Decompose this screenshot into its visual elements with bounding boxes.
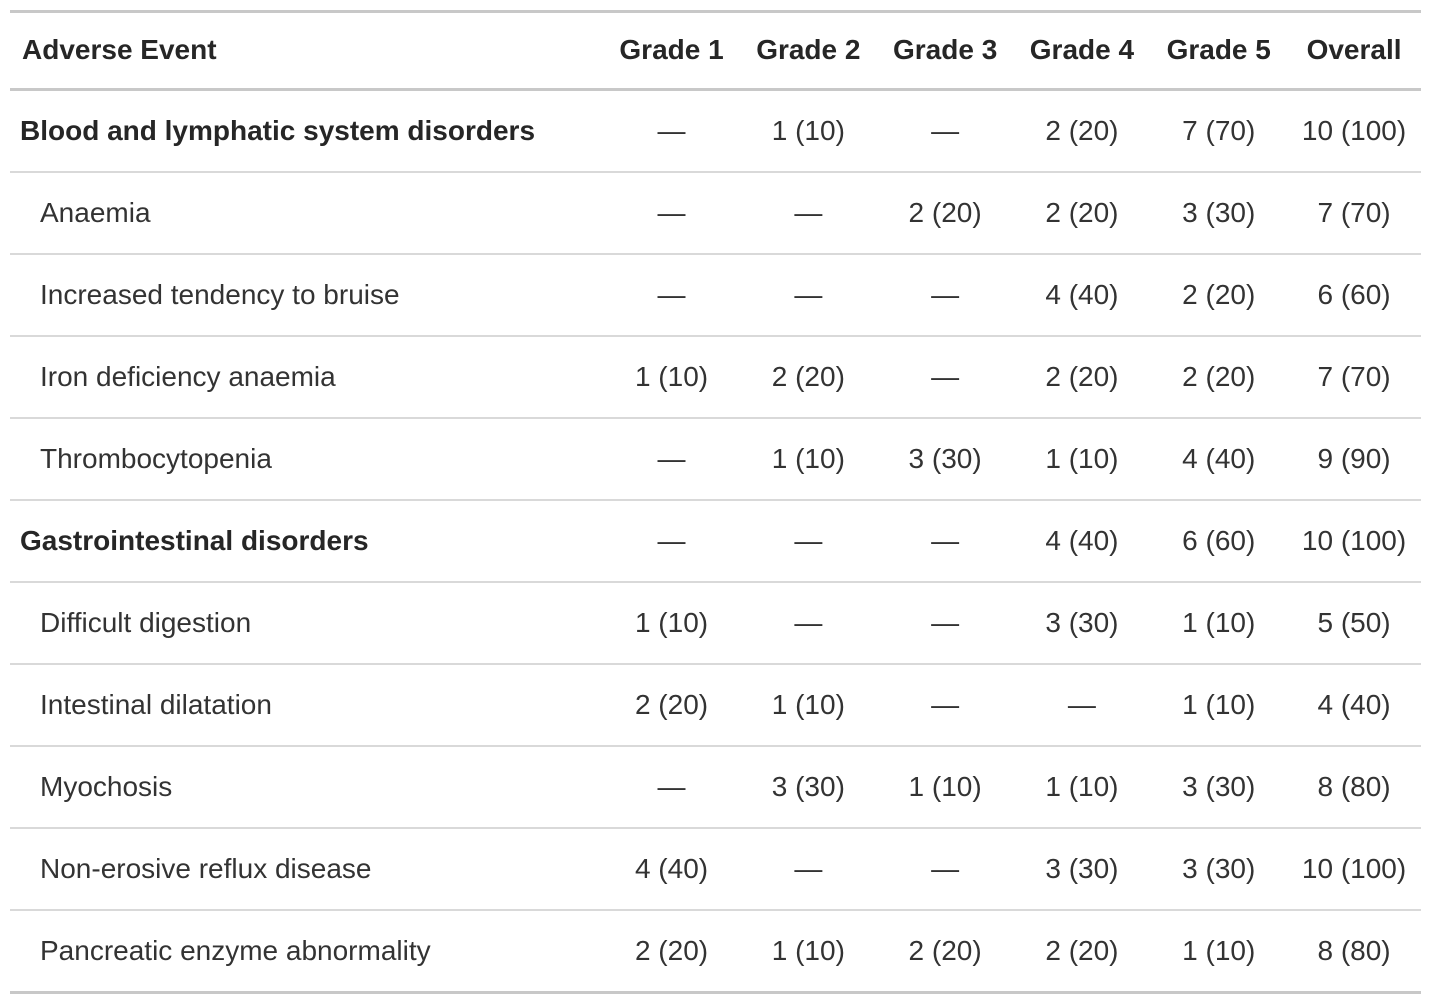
cell-value: 6 (60) — [1287, 253, 1421, 336]
cell-value: 4 (40) — [1150, 417, 1288, 500]
cell-value: 2 (20) — [1013, 171, 1151, 254]
cell-value: — — [739, 499, 877, 582]
cell-value: 1 (10) — [739, 663, 877, 746]
row-label: Difficult digestion — [10, 581, 604, 664]
table-row: Difficult digestion 1 (10) — —3 (30) 1 (10) 5… — [10, 581, 1421, 664]
table-row: Iron deficiency anaemia 1 (10) 2 (20) —2 (2… — [10, 335, 1421, 418]
cell-value: 4 (40) — [603, 827, 740, 910]
row-label: Iron deficiency anaemia — [10, 335, 604, 418]
cell-value: 10 (100) — [1301, 115, 1407, 146]
table-row: Pancreatic enzyme abnormality 2 (20) 1 (10… — [10, 909, 1421, 993]
cell-value: 8 (80) — [1287, 745, 1421, 828]
cell-value: — — [1013, 663, 1151, 746]
cell-value: 6 (60) — [1150, 499, 1288, 582]
cell-value: 2 (20) — [1013, 335, 1151, 418]
column-header-col6: Overall — [1287, 11, 1421, 91]
cell-value: — — [876, 335, 1014, 418]
table-row: Non-erosive reflux disease 4 (40) — —3 (30)… — [10, 827, 1421, 910]
cell-value: 3 (30) — [1150, 827, 1288, 910]
cell-value: 1 (10) — [739, 909, 877, 993]
cell-value: 8 (80) — [1287, 909, 1421, 993]
cell-value: — — [739, 171, 877, 254]
column-header-col4: Grade 4 — [1013, 11, 1151, 91]
table-group-row: Gastrointestinal disorders — — —4 (40) 6 (60… — [10, 499, 1421, 582]
column-header-col5: Grade 5 — [1150, 11, 1288, 91]
adverse-events-table: Adverse Event Grade 1 Grade 2 Grade 3 Grade … — [10, 10, 1421, 994]
row-label: Thrombocytopenia — [10, 417, 604, 500]
page: Adverse Event Grade 1 Grade 2 Grade 3 Grade … — [10, 10, 1421, 994]
table-row: Increased tendency to bruise — — —4 (40) 2 (… — [10, 253, 1421, 336]
cell-value: 1 (10) — [739, 417, 877, 500]
cell-value: — — [876, 581, 1014, 664]
cell-value: 2 (20) — [739, 335, 877, 418]
table-row: Anaemia — —2 (20) 2 (20) 3 (30) 7 (70) — [10, 171, 1421, 254]
cell-value: 1 (10) — [1150, 663, 1288, 746]
row-label: Increased tendency to bruise — [10, 253, 604, 336]
cell-value: — — [931, 115, 960, 146]
cell-value: 1 (10) — [1013, 745, 1151, 828]
column-header-adverse-event: Adverse Event — [10, 11, 604, 91]
cell-value: 4 (40) — [1287, 663, 1421, 746]
cell-value: 2 (20) — [876, 171, 1014, 254]
table-header-row: Adverse Event Grade 1 Grade 2 Grade 3 Grade … — [10, 11, 1421, 91]
cell-value: 1 (10) — [1150, 909, 1288, 993]
cell-value: — — [876, 499, 1014, 582]
cell-value: — — [603, 745, 740, 828]
cell-value: 1 (10) — [603, 581, 740, 664]
cell-value: — — [657, 115, 686, 146]
cell-value: 4 (40) — [1013, 253, 1151, 336]
row-label: Blood and lymphatic system disorders — [20, 115, 536, 146]
table-row: Intestinal dilatation 2 (20) 1 (10) — —1 (10… — [10, 663, 1421, 746]
cell-value: 2 (20) — [1045, 115, 1119, 146]
cell-value: — — [603, 171, 740, 254]
cell-value: 9 (90) — [1287, 417, 1421, 500]
cell-value: 1 (10) — [1013, 417, 1151, 500]
column-header-col2: Grade 2 — [739, 11, 877, 91]
cell-value: 3 (30) — [1013, 827, 1151, 910]
cell-value: 3 (30) — [876, 417, 1014, 500]
cell-value: 3 (30) — [1150, 171, 1288, 254]
cell-value: 5 (50) — [1287, 581, 1421, 664]
cell-value: 2 (20) — [1013, 909, 1151, 993]
cell-value: 3 (30) — [739, 745, 877, 828]
cell-value: 1 (10) — [876, 745, 1014, 828]
table-row: Thrombocytopenia —1 (10) 3 (30) 1 (10) 4 (40… — [10, 417, 1421, 500]
row-label: Intestinal dilatation — [10, 663, 604, 746]
cell-value: — — [739, 581, 877, 664]
cell-value: — — [876, 827, 1014, 910]
column-header-col3: Grade 3 — [876, 11, 1014, 91]
cell-value: 1 (10) — [771, 115, 845, 146]
cell-value: 7 (70) — [1182, 115, 1256, 146]
cell-value: 7 (70) — [1287, 171, 1421, 254]
cell-value: — — [876, 663, 1014, 746]
cell-value: — — [876, 253, 1014, 336]
table-group-row: Blood and lymphatic system disorders — 1 (… — [10, 90, 1421, 173]
column-header-col1: Grade 1 — [603, 11, 740, 91]
cell-value: 3 (30) — [1150, 745, 1288, 828]
cell-value: 10 (100) — [1287, 827, 1421, 910]
cell-value: 4 (40) — [1013, 499, 1151, 582]
cell-value: 2 (20) — [1150, 335, 1288, 418]
cell-value: 7 (70) — [1287, 335, 1421, 418]
cell-value: 2 (20) — [876, 909, 1014, 993]
cell-value: — — [603, 499, 740, 582]
cell-value: — — [603, 417, 740, 500]
cell-value: — — [739, 253, 877, 336]
row-label: Pancreatic enzyme abnormality — [10, 909, 604, 993]
row-label: Myochosis — [10, 745, 604, 828]
row-label: Gastrointestinal disorders — [10, 499, 604, 582]
cell-value: — — [739, 827, 877, 910]
row-label: Anaemia — [10, 171, 604, 254]
cell-value: — — [603, 253, 740, 336]
cell-value: 1 (10) — [1150, 581, 1288, 664]
cell-value: 3 (30) — [1013, 581, 1151, 664]
cell-value: 2 (20) — [1150, 253, 1288, 336]
cell-value: 2 (20) — [603, 663, 740, 746]
cell-value: 10 (100) — [1287, 499, 1421, 582]
row-label: Non-erosive reflux disease — [10, 827, 604, 910]
cell-value: 2 (20) — [603, 909, 740, 993]
cell-value: 1 (10) — [603, 335, 740, 418]
table-row: Myochosis —3 (30) 1 (10) 1 (10) 3 (30) 8 (80) — [10, 745, 1421, 828]
